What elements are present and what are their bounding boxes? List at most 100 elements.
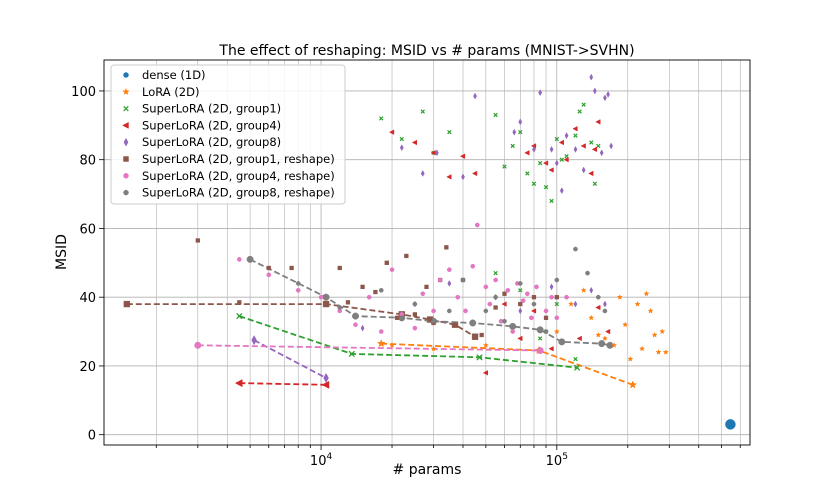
legend-marker-0 [123, 72, 129, 78]
series-4-point [549, 145, 554, 153]
series-3-point [595, 304, 601, 311]
series-3-point [548, 167, 554, 173]
series-6-point [505, 287, 511, 293]
series-4-point [360, 324, 365, 332]
series-2-point [589, 140, 594, 145]
series-4-point [609, 142, 614, 150]
series-2-point [577, 109, 582, 114]
series-1-point [611, 342, 618, 348]
legend-marker-1 [122, 87, 130, 96]
series-5-trend-line [126, 303, 476, 338]
series-4-point [589, 286, 594, 294]
series-7-point [470, 320, 476, 326]
series-3-point [605, 328, 611, 335]
series-6-point [520, 298, 526, 303]
series-1-point [638, 345, 646, 352]
series-6-trend-line [197, 344, 541, 352]
series-6-point [366, 294, 372, 300]
y-tick-label: 100 [71, 85, 96, 100]
legend-label-4: SuperLoRA (2D, group8) [142, 135, 281, 149]
series-4-point [532, 145, 536, 153]
series-6-point [474, 222, 480, 228]
series-6-point [483, 284, 489, 290]
series-1-point [430, 345, 437, 352]
series-7-point [585, 270, 590, 276]
series-2-point [564, 154, 569, 159]
series-4-point [592, 87, 597, 95]
series-4-point [518, 118, 523, 126]
series-6-point [378, 329, 384, 334]
series-7-point [537, 327, 543, 333]
series-6-point [537, 348, 543, 353]
series-7-point [353, 313, 358, 319]
series-6-point [493, 277, 498, 283]
y-axis-title: MSID [54, 234, 70, 270]
series-5-point [412, 312, 418, 317]
series-4-point [554, 159, 559, 167]
series-7-point [483, 308, 489, 314]
legend-marker-6 [123, 173, 129, 179]
series-3-point [411, 139, 418, 146]
series-6-point [266, 272, 272, 278]
series-5-point [360, 284, 365, 290]
series-2-point [559, 157, 564, 162]
series-3-point [323, 382, 329, 388]
series-3-point [588, 170, 594, 177]
legend-marker-4 [123, 137, 129, 147]
axis-ticks: 0 20 40 60 80 100 104 105 [71, 85, 741, 469]
series-6-point [318, 294, 324, 300]
series-5-point [493, 305, 498, 310]
series-5-point [404, 253, 409, 259]
series-6-point [455, 294, 461, 300]
legend-label-7: SuperLoRA (2D, group8, reshape) [142, 186, 335, 200]
series-6-point [295, 287, 301, 293]
series-4-point [603, 300, 607, 308]
series-6-point [463, 308, 468, 314]
series-1-point [616, 293, 623, 300]
series-2-point [493, 112, 498, 118]
series-2-point [537, 160, 543, 166]
series-3-point [388, 129, 395, 135]
series-lines [123, 255, 638, 389]
plot-frame [103, 59, 751, 446]
series-7-point [412, 301, 418, 307]
series-4-point [324, 374, 328, 382]
series-2-point [554, 136, 559, 142]
chart-title: The effect of reshaping: MSID vs # param… [218, 43, 634, 59]
series-6-point [470, 263, 476, 269]
legend-label-2: SuperLoRA (2D, group1) [142, 102, 281, 116]
series-4-point [512, 128, 517, 136]
series-5-point [444, 245, 449, 250]
series-4-point [549, 283, 554, 291]
series-2-point [518, 129, 523, 135]
series-3-point [517, 335, 523, 342]
series-7-point [595, 294, 601, 300]
series-5-point [289, 265, 294, 271]
series-3-point [530, 308, 537, 314]
series-7-point [543, 329, 549, 334]
y-tick-label: 60 [79, 222, 96, 237]
series-2-point [573, 356, 578, 362]
series-4-point [435, 149, 439, 157]
series-1-point [627, 355, 634, 362]
series-1-point [647, 307, 654, 314]
series-7-point [323, 294, 329, 300]
series-2-point [531, 181, 537, 186]
series-2-point [237, 313, 242, 319]
series-2-trend-line [239, 315, 578, 369]
series-2-point [510, 143, 515, 149]
series-3-point [580, 143, 586, 149]
series-3-point [471, 170, 478, 177]
series-4-point [573, 145, 578, 153]
series-2-point [349, 351, 354, 357]
series-7-point [460, 277, 466, 283]
legend-label-0: dense (1D) [142, 68, 206, 82]
series-4-point [603, 94, 607, 102]
series-2-point [447, 129, 452, 135]
series-2-point [502, 164, 507, 169]
series-2-point [399, 136, 404, 142]
series-7-point [607, 342, 613, 348]
series-6-point [353, 322, 358, 328]
series-4-point [518, 307, 523, 315]
